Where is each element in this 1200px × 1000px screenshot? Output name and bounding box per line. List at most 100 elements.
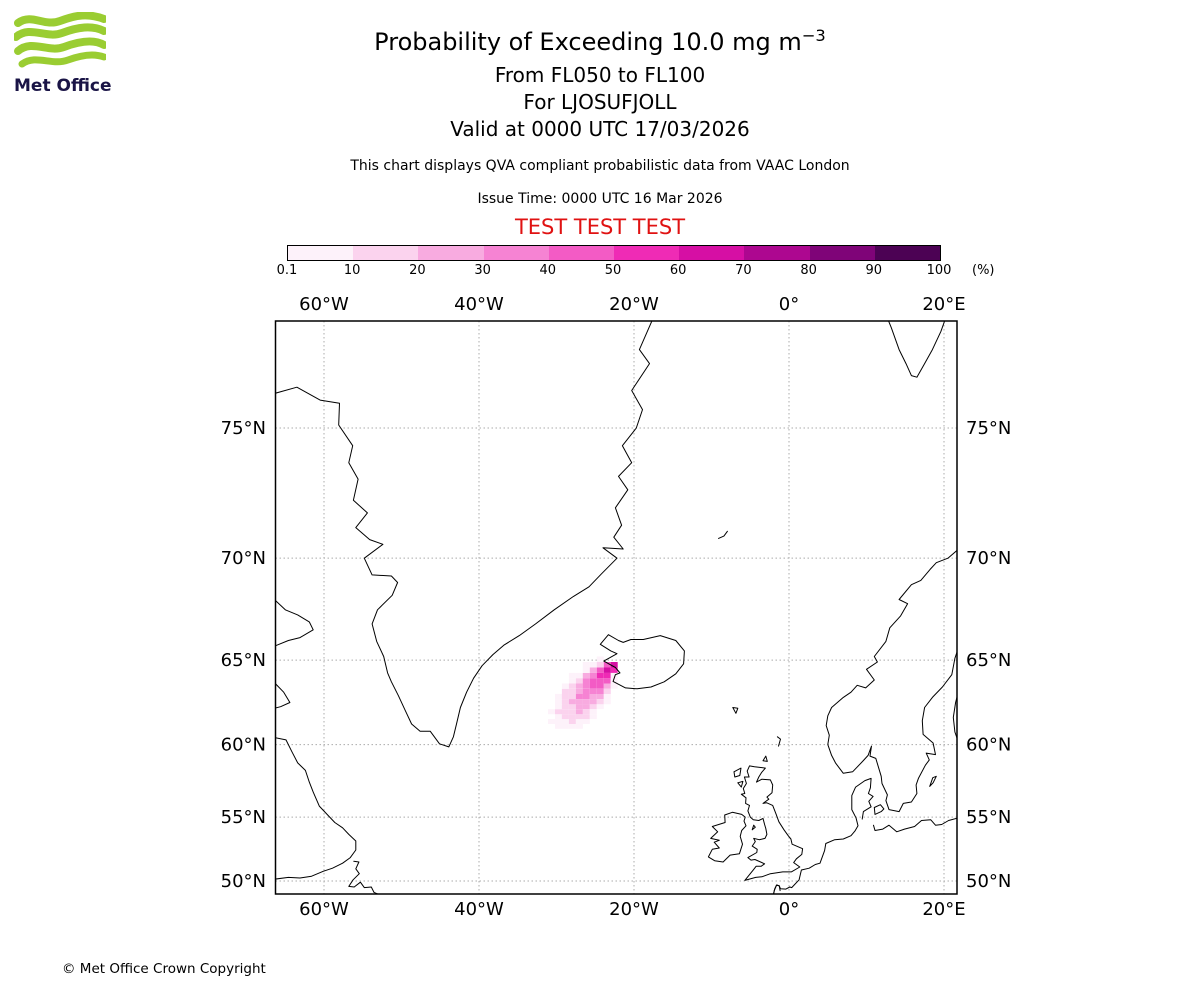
map-gridlines bbox=[275, 321, 957, 894]
plume-cell bbox=[589, 693, 597, 699]
plume-cell bbox=[603, 672, 611, 679]
coastline-gotland bbox=[929, 775, 937, 787]
colorbar-tick-label: 90 bbox=[865, 263, 883, 278]
met-office-logo: Met Office bbox=[12, 11, 134, 96]
plume-cell bbox=[582, 709, 590, 715]
plume-cell bbox=[575, 704, 583, 710]
plume-cell bbox=[582, 667, 590, 673]
plume-cell bbox=[589, 699, 597, 705]
colorbar-segment bbox=[483, 246, 549, 260]
lon-label-top: 60°W bbox=[299, 294, 349, 315]
plume-cell bbox=[561, 693, 569, 699]
plume-cell bbox=[610, 662, 618, 668]
plume-cell bbox=[603, 662, 611, 668]
coastline-baffin-cumberland bbox=[275, 599, 314, 647]
lat-label-right: 65°N bbox=[966, 650, 1011, 671]
plume-cell bbox=[589, 678, 597, 684]
colorbar-segment bbox=[874, 246, 941, 260]
plume-cell bbox=[582, 678, 590, 684]
lat-label-left: 75°N bbox=[221, 418, 266, 439]
coastline-zealand bbox=[873, 804, 885, 815]
met-office-logo-waves bbox=[12, 11, 108, 68]
logo-wave-icon bbox=[14, 37, 108, 55]
plume-cell bbox=[575, 672, 583, 679]
plume-cell bbox=[582, 693, 590, 699]
colorbar-tick-label: 40 bbox=[539, 263, 557, 278]
coastline-skye bbox=[737, 780, 744, 788]
plume-cell bbox=[582, 714, 590, 720]
lon-label-bottom: 60°W bbox=[299, 899, 349, 920]
plume-cell bbox=[610, 672, 618, 679]
plume-cell bbox=[561, 724, 569, 729]
plume-cell bbox=[575, 683, 583, 689]
plume-cell bbox=[561, 709, 569, 715]
colorbar-tick-label: 60 bbox=[669, 263, 687, 278]
plume-cell bbox=[596, 678, 604, 684]
coastline-hebrides-lewis bbox=[733, 767, 742, 778]
colorbar-segment bbox=[418, 246, 484, 260]
coastline-svalbard bbox=[888, 321, 946, 378]
colorbar-tick-label: 10 bbox=[343, 263, 361, 278]
issue-time: Issue Time: 0000 UTC 16 Mar 2026 bbox=[477, 191, 723, 207]
coastline-ireland bbox=[707, 811, 747, 863]
plume-cell bbox=[582, 662, 590, 668]
colorbar-segment bbox=[548, 246, 615, 260]
colorbar-tick-label: 50 bbox=[604, 263, 622, 278]
plume-cell bbox=[596, 667, 604, 673]
coastline-cherbourg-peninsula bbox=[773, 884, 781, 894]
coastline-faroe-islands bbox=[732, 707, 739, 714]
plume-cell bbox=[589, 688, 597, 694]
plume-cell bbox=[589, 667, 597, 673]
colorbar-segment bbox=[614, 246, 680, 260]
plume-cell bbox=[568, 724, 576, 729]
plume-cell bbox=[589, 662, 597, 668]
plume-cell bbox=[603, 693, 611, 699]
plume-cell bbox=[555, 719, 562, 724]
colorbar-tick-label: 80 bbox=[800, 263, 817, 278]
coastline-orkney bbox=[762, 755, 768, 762]
plume-cell bbox=[596, 704, 604, 710]
lat-label-right: 60°N bbox=[966, 735, 1011, 756]
ash-plume bbox=[548, 656, 618, 729]
colorbar-segment bbox=[288, 246, 354, 260]
plume-cell bbox=[575, 719, 583, 724]
plume-cell bbox=[582, 719, 590, 724]
colorbar-tick-label: 0.1 bbox=[276, 263, 298, 278]
plume-cell bbox=[575, 709, 583, 715]
lat-label-left: 70°N bbox=[221, 548, 266, 569]
plume-cell bbox=[603, 699, 611, 705]
met-office-logo-text: Met Office bbox=[14, 76, 112, 96]
plume-cell bbox=[548, 719, 555, 724]
plume-cell bbox=[575, 693, 583, 699]
page-title: Probability of Exceeding 10.0 mg m−3 bbox=[0, 26, 1200, 56]
plume-cell bbox=[555, 709, 562, 715]
plume-cell bbox=[568, 709, 576, 715]
plume-cell bbox=[568, 704, 576, 710]
coastline-labrador bbox=[275, 737, 357, 880]
plume-cell bbox=[561, 714, 569, 720]
lat-label-right: 50°N bbox=[966, 871, 1011, 892]
lat-label-left: 55°N bbox=[221, 807, 266, 828]
plume-cell bbox=[568, 699, 576, 705]
plume-cell bbox=[575, 688, 583, 694]
probability-colorbar bbox=[287, 245, 941, 261]
lat-label-left: 50°N bbox=[221, 871, 266, 892]
plume-cell bbox=[596, 688, 604, 694]
colorbar-tick-label: 100 bbox=[926, 263, 952, 278]
plume-cell bbox=[568, 678, 576, 684]
coastline-finland-west-coast bbox=[952, 695, 957, 740]
qva-description: This chart displays QVA compliant probab… bbox=[350, 158, 850, 174]
coastline-europe-mainland bbox=[773, 777, 874, 894]
lon-label-top: 0° bbox=[779, 294, 799, 315]
plume-cell bbox=[610, 678, 618, 684]
plume-cell bbox=[603, 667, 611, 673]
plume-cell bbox=[582, 683, 590, 689]
plume-cell bbox=[555, 714, 562, 720]
colorbar-tick-label: 70 bbox=[735, 263, 752, 278]
coastline-jan-mayen bbox=[718, 530, 728, 539]
lon-label-bottom: 20°E bbox=[922, 899, 965, 920]
coastline-baltic-south-coast bbox=[873, 817, 957, 833]
plume-cell bbox=[555, 693, 562, 699]
plume-cell bbox=[582, 672, 590, 679]
coastline-shetland bbox=[776, 736, 781, 747]
